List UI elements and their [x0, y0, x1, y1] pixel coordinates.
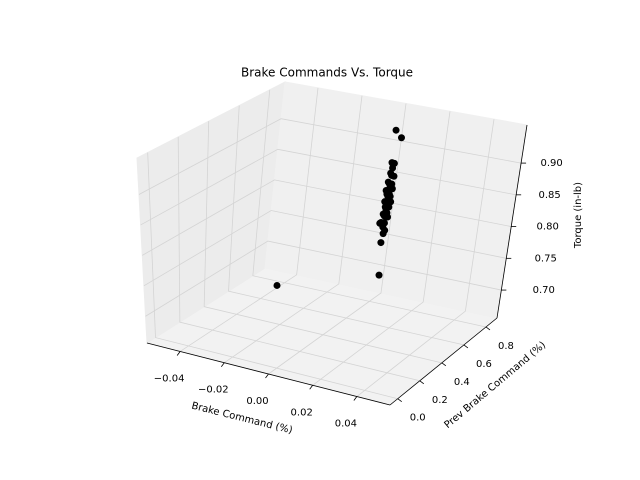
- x-tick-mark: [176, 351, 181, 356]
- x-tick-mark: [309, 385, 314, 390]
- z-tick-label: 0.70: [533, 285, 555, 296]
- scatter-point: [377, 239, 385, 247]
- y-tick-label: 0.6: [476, 359, 492, 370]
- scatter-point: [397, 134, 405, 142]
- y-tick-label: 0.2: [432, 395, 448, 406]
- x-grid-line: [179, 87, 319, 352]
- x-axis-label: Brake Command (%): [190, 401, 293, 437]
- scatter-point: [379, 230, 387, 238]
- x-axis: [146, 342, 391, 406]
- scatter-point: [375, 271, 383, 279]
- chart-title: Brake Commands Vs. Torque: [241, 66, 413, 80]
- scatter-point: [390, 172, 398, 180]
- z-tick-label: 0.75: [535, 253, 557, 264]
- scatter-point: [392, 126, 400, 134]
- y-tick-label: 0.4: [454, 377, 470, 388]
- y-tick-mark: [441, 362, 447, 367]
- y-tick-mark: [463, 344, 469, 349]
- z-grid-line: [142, 179, 512, 256]
- z-axis-label: Torque (in-lb): [573, 182, 584, 249]
- z-grid-line: [145, 240, 502, 317]
- y-tick-mark: [419, 380, 425, 385]
- y-tick-label: 0.8: [498, 341, 514, 352]
- z-axis: [496, 124, 528, 319]
- x-grid-line: [268, 103, 407, 375]
- y-tick-mark: [397, 398, 402, 403]
- x-tick-mark: [265, 373, 269, 379]
- z-grid-line: [138, 118, 522, 195]
- x-tick-mark: [353, 396, 358, 401]
- scatter-point: [273, 281, 281, 289]
- x-tick-label: 0.02: [291, 407, 313, 418]
- z-tick-label: 0.80: [537, 222, 559, 233]
- z-grid-line: [140, 148, 517, 226]
- z-tick-label: 0.90: [540, 158, 562, 169]
- y-grid-line: [147, 152, 398, 400]
- x-tick-label: −0.04: [154, 373, 185, 384]
- x-tick-label: 0.04: [335, 419, 357, 430]
- x-tick-label: −0.02: [198, 385, 229, 396]
- x-grid-line: [312, 111, 451, 386]
- y-tick-label: 0.0: [410, 413, 426, 424]
- y-grid-line: [177, 136, 420, 382]
- z-tick-label: 0.85: [539, 190, 561, 201]
- y-tick-mark: [485, 326, 491, 331]
- scatter-point: [388, 185, 396, 193]
- x-grid-line: [224, 95, 363, 364]
- x-tick-label: 0.00: [246, 396, 268, 407]
- scatter-point: [384, 213, 392, 221]
- y-axis: [389, 317, 498, 406]
- y-grid-line: [252, 89, 487, 328]
- x-grid-line: [356, 119, 495, 397]
- y-grid-line: [203, 121, 442, 364]
- x-tick-mark: [220, 362, 225, 367]
- y-grid-line: [228, 105, 464, 346]
- z-grid-line: [143, 210, 507, 287]
